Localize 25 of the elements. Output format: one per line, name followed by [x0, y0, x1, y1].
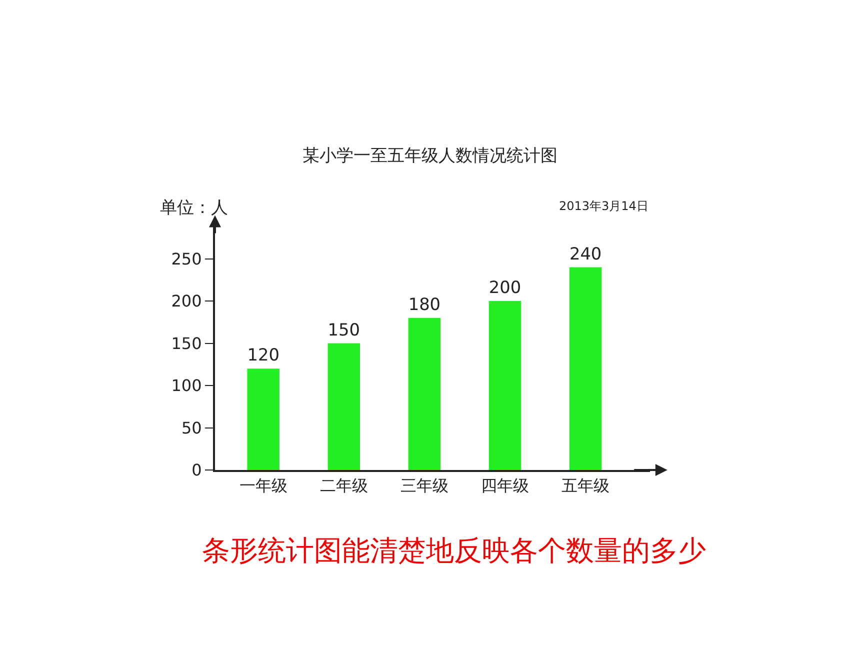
y-axis-title: 单位：人 — [160, 198, 228, 218]
data-label: 240 — [569, 243, 602, 264]
data-label: 180 — [408, 294, 441, 314]
x-tick-label: 二年级 — [320, 476, 368, 496]
data-label: 150 — [328, 319, 360, 340]
text: 条形统计图能清楚地反映各个数量的多少 — [202, 534, 706, 567]
x-tick-label: 四年级 — [481, 476, 529, 496]
data-label: 200 — [488, 277, 522, 298]
y-tick-label: 100 — [171, 376, 202, 396]
bar — [328, 343, 360, 470]
x-tick-label: 三年级 — [400, 476, 448, 496]
x-tick-label: 一年级 — [239, 476, 288, 496]
bar — [408, 318, 441, 470]
bar — [488, 301, 522, 470]
y-tick-label: 0 — [192, 460, 202, 480]
chart-title: 某小学一至五年级人数情况统计图 — [302, 146, 558, 166]
bar — [247, 368, 280, 470]
data-label: 120 — [247, 344, 280, 365]
y-tick-label: 200 — [171, 292, 202, 311]
y-tick-label: 150 — [171, 334, 202, 353]
y-tick-label: 50 — [181, 418, 202, 438]
bar — [569, 267, 602, 470]
y-tick-label: 250 — [171, 249, 202, 268]
x-tick-label: 五年级 — [562, 476, 610, 496]
text: 2013年3月14日 — [559, 199, 648, 213]
